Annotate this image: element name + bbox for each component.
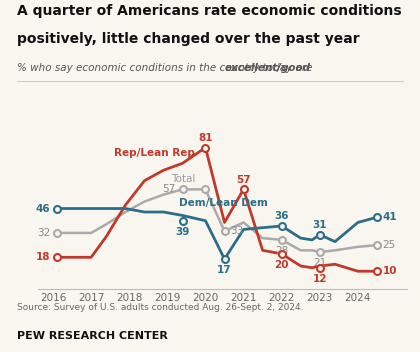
- Text: 20: 20: [274, 260, 289, 270]
- Text: Dem/Lean Dem: Dem/Lean Dem: [179, 198, 268, 208]
- Text: excellent/good: excellent/good: [225, 63, 311, 73]
- Text: positively, little changed over the past year: positively, little changed over the past…: [17, 32, 360, 46]
- Text: PEW RESEARCH CENTER: PEW RESEARCH CENTER: [17, 331, 168, 341]
- Text: 31: 31: [312, 220, 327, 230]
- Text: 18: 18: [35, 252, 50, 262]
- Text: Rep/Lean Rep: Rep/Lean Rep: [114, 148, 195, 158]
- Text: 36: 36: [274, 211, 289, 221]
- Text: 33: 33: [230, 226, 243, 236]
- Text: 57: 57: [236, 175, 251, 185]
- Text: 81: 81: [198, 133, 213, 143]
- Text: 10: 10: [383, 266, 397, 276]
- Text: 39: 39: [176, 227, 190, 237]
- Text: A quarter of Americans rate economic conditions: A quarter of Americans rate economic con…: [17, 4, 402, 18]
- Text: 46: 46: [35, 203, 50, 214]
- Text: 57: 57: [163, 184, 176, 194]
- Text: Source: Survey of U.S. adults conducted Aug. 26-Sept. 2, 2024.: Source: Survey of U.S. adults conducted …: [17, 303, 303, 312]
- Text: 25: 25: [383, 240, 396, 250]
- Text: 32: 32: [37, 228, 50, 238]
- Text: 28: 28: [275, 246, 288, 256]
- Text: 41: 41: [383, 212, 397, 222]
- Text: 17: 17: [217, 265, 232, 275]
- Text: 12: 12: [312, 274, 327, 284]
- Text: 21: 21: [313, 258, 326, 268]
- Text: Total: Total: [171, 174, 196, 184]
- Text: % who say economic conditions in the country today are: % who say economic conditions in the cou…: [17, 63, 315, 73]
